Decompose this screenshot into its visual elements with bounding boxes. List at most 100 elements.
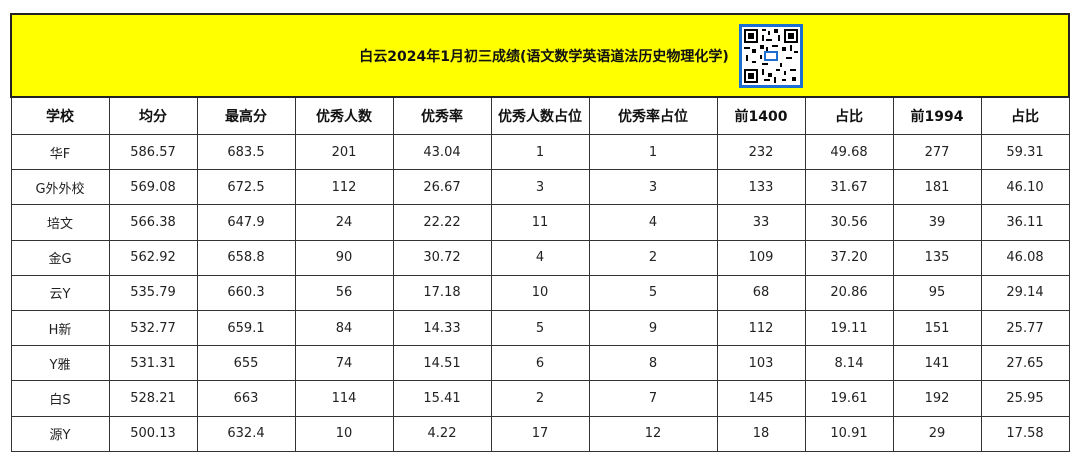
cell-rate-rank: 12 [588, 415, 718, 452]
cell-rate-rank: 9 [588, 309, 718, 347]
page-title: 白云2024年1月初三成绩(语文数学英语道法历史物理化学) [359, 48, 729, 65]
cell-average: 586.57 [108, 133, 198, 171]
cell-count-rank: 6 [490, 345, 590, 382]
cell-rate-rank: 1 [588, 133, 718, 171]
cell-ratio: 19.11 [804, 309, 894, 347]
col-header: 最高分 [196, 96, 296, 135]
cell-max: 683.5 [196, 133, 296, 171]
cell-excellent-count: 90 [294, 239, 394, 276]
cell-school: 华F [10, 133, 110, 171]
cell-average: 532.77 [108, 309, 198, 347]
cell-rate-rank: 8 [588, 345, 718, 382]
col-header: 优秀率占位 [588, 96, 718, 135]
cell-excellent-count: 114 [294, 380, 394, 417]
cell-top1994: 277 [892, 133, 982, 171]
cell-rate-rank: 4 [588, 204, 718, 241]
cell-school: Y雅 [10, 345, 110, 382]
table-row: 培文 566.38 647.9 24 22.22 11 4 33 30.56 3… [10, 204, 1070, 241]
cell-school: 白S [10, 380, 110, 417]
cell-ratio: 46.08 [980, 239, 1070, 276]
table-row: 源Y 500.13 632.4 10 4.22 17 12 18 10.91 2… [10, 415, 1070, 452]
cell-rate-rank: 7 [588, 380, 718, 417]
score-table-sheet: 白云2024年1月初三成绩(语文数学英语道法历史物理化学) [9, 13, 1071, 452]
cell-excellent-count: 56 [294, 274, 394, 311]
cell-excellent-rate: 30.72 [392, 239, 492, 276]
cell-excellent-rate: 14.51 [392, 345, 492, 382]
cell-rate-rank: 5 [588, 274, 718, 311]
table-row: H新 532.77 659.1 84 14.33 5 9 112 19.11 1… [10, 309, 1070, 347]
cell-excellent-rate: 14.33 [392, 309, 492, 347]
cell-school: G外外校 [10, 169, 110, 206]
cell-top1400: 112 [716, 309, 806, 347]
cell-excellent-rate: 22.22 [392, 204, 492, 241]
col-header: 均分 [108, 96, 198, 135]
cell-school: 金G [10, 239, 110, 276]
cell-count-rank: 11 [490, 204, 590, 241]
cell-average: 569.08 [108, 169, 198, 206]
cell-excellent-count: 201 [294, 133, 394, 171]
cell-top1994: 151 [892, 309, 982, 347]
cell-count-rank: 4 [490, 239, 590, 276]
cell-top1400: 68 [716, 274, 806, 311]
cell-max: 659.1 [196, 309, 296, 347]
cell-average: 566.38 [108, 204, 198, 241]
cell-rate-rank: 2 [588, 239, 718, 276]
cell-max: 663 [196, 380, 296, 417]
cell-excellent-count: 10 [294, 415, 394, 452]
cell-ratio: 25.77 [980, 309, 1070, 347]
cell-school: 云Y [10, 274, 110, 311]
table-row: 云Y 535.79 660.3 56 17.18 10 5 68 20.86 9… [10, 274, 1070, 311]
cell-ratio: 25.95 [980, 380, 1070, 417]
header-row: 学校 均分 最高分 优秀人数 优秀率 优秀人数占位 优秀率占位 前1400 占比… [10, 96, 1070, 135]
cell-top1400: 232 [716, 133, 806, 171]
cell-top1400: 133 [716, 169, 806, 206]
cell-average: 562.92 [108, 239, 198, 276]
cell-top1994: 135 [892, 239, 982, 276]
table-row: 白S 528.21 663 114 15.41 2 7 145 19.61 19… [10, 380, 1070, 417]
cell-top1994: 192 [892, 380, 982, 417]
col-header: 优秀率 [392, 96, 492, 135]
table-row: 华F 586.57 683.5 201 43.04 1 1 232 49.68 … [10, 133, 1070, 171]
cell-count-rank: 10 [490, 274, 590, 311]
cell-rate-rank: 3 [588, 169, 718, 206]
cell-count-rank: 17 [490, 415, 590, 452]
cell-top1994: 141 [892, 345, 982, 382]
cell-excellent-count: 74 [294, 345, 394, 382]
col-header: 占比 [980, 96, 1070, 135]
col-header: 占比 [804, 96, 894, 135]
score-table: 白云2024年1月初三成绩(语文数学英语道法历史物理化学) [9, 13, 1071, 452]
cell-max: 655 [196, 345, 296, 382]
cell-ratio: 17.58 [980, 415, 1070, 452]
cell-ratio: 59.31 [980, 133, 1070, 171]
col-header: 学校 [10, 96, 110, 135]
cell-school: H新 [10, 309, 110, 347]
cell-top1994: 181 [892, 169, 982, 206]
cell-excellent-rate: 43.04 [392, 133, 492, 171]
cell-ratio: 30.56 [804, 204, 894, 241]
cell-ratio: 20.86 [804, 274, 894, 311]
cell-ratio: 37.20 [804, 239, 894, 276]
cell-max: 660.3 [196, 274, 296, 311]
title-banner: 白云2024年1月初三成绩(语文数学英语道法历史物理化学) [9, 13, 1071, 98]
cell-top1994: 29 [892, 415, 982, 452]
cell-average: 535.79 [108, 274, 198, 311]
qr-code-icon [738, 23, 803, 88]
cell-max: 672.5 [196, 169, 296, 206]
cell-average: 500.13 [108, 415, 198, 452]
cell-count-rank: 3 [490, 169, 590, 206]
cell-top1994: 95 [892, 274, 982, 311]
cell-ratio: 27.65 [980, 345, 1070, 382]
cell-ratio: 29.14 [980, 274, 1070, 311]
col-header: 优秀人数 [294, 96, 394, 135]
cell-average: 528.21 [108, 380, 198, 417]
cell-excellent-count: 84 [294, 309, 394, 347]
cell-average: 531.31 [108, 345, 198, 382]
cell-max: 632.4 [196, 415, 296, 452]
cell-top1400: 103 [716, 345, 806, 382]
table-row: 金G 562.92 658.8 90 30.72 4 2 109 37.20 1… [10, 239, 1070, 276]
cell-ratio: 10.91 [804, 415, 894, 452]
cell-top1400: 109 [716, 239, 806, 276]
cell-top1400: 33 [716, 204, 806, 241]
cell-count-rank: 5 [490, 309, 590, 347]
cell-excellent-rate: 17.18 [392, 274, 492, 311]
